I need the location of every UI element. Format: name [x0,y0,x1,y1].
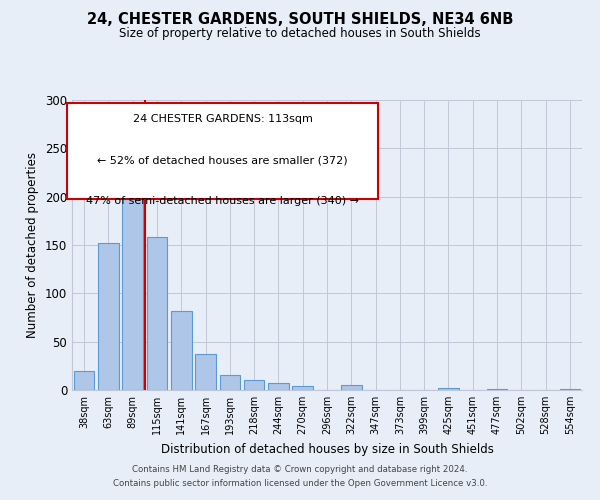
Bar [244,380,265,390]
Y-axis label: Number of detached properties: Number of detached properties [26,152,40,338]
Bar [122,163,143,390]
Text: ← 52% of detached houses are smaller (372): ← 52% of detached houses are smaller (37… [97,155,348,165]
FancyBboxPatch shape [67,103,378,198]
Bar [98,243,119,390]
Bar [220,374,240,390]
Text: Size of property relative to detached houses in South Shields: Size of property relative to detached ho… [119,28,481,40]
Bar [74,370,94,390]
Bar [268,383,289,390]
Bar [341,385,362,390]
Bar [487,389,508,390]
X-axis label: Distribution of detached houses by size in South Shields: Distribution of detached houses by size … [161,442,493,456]
Bar [292,386,313,390]
Bar [195,354,216,390]
Text: 47% of semi-detached houses are larger (340) →: 47% of semi-detached houses are larger (… [86,196,359,205]
Bar [438,388,459,390]
Text: 24 CHESTER GARDENS: 113sqm: 24 CHESTER GARDENS: 113sqm [133,114,313,124]
Text: Contains HM Land Registry data © Crown copyright and database right 2024.
Contai: Contains HM Land Registry data © Crown c… [113,466,487,487]
Bar [171,310,191,390]
Text: 24, CHESTER GARDENS, SOUTH SHIELDS, NE34 6NB: 24, CHESTER GARDENS, SOUTH SHIELDS, NE34… [87,12,513,28]
Bar [146,238,167,390]
Bar [560,389,580,390]
